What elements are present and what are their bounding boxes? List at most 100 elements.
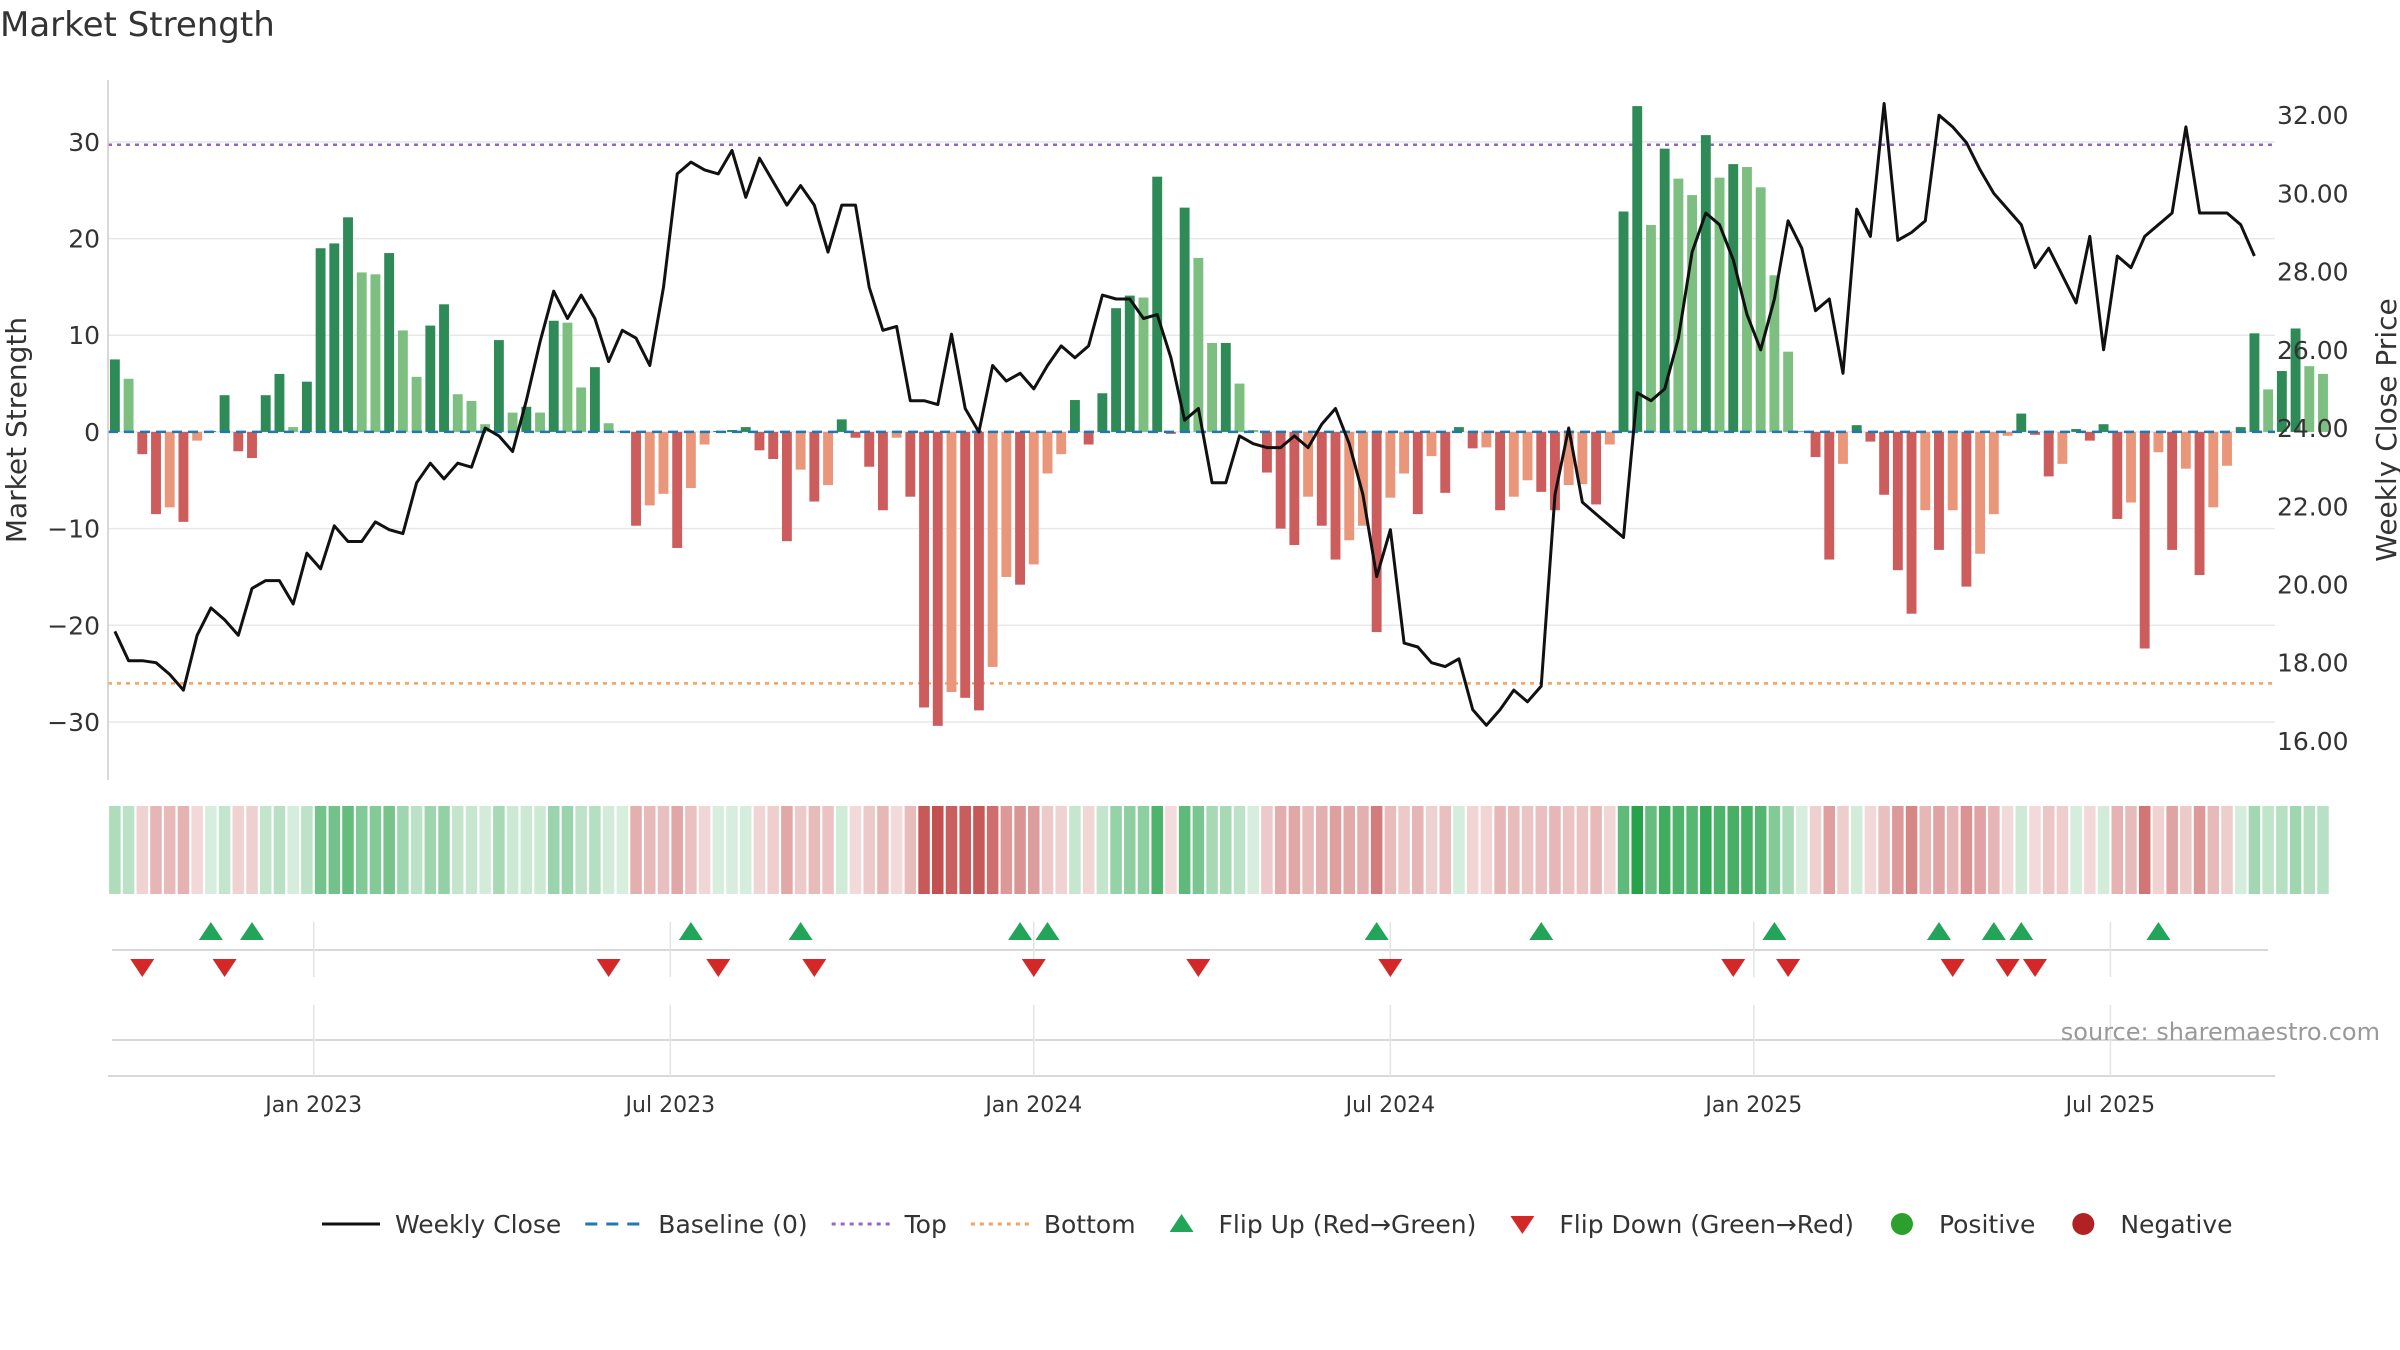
heat-cell — [383, 806, 395, 894]
strength-bar — [1851, 425, 1862, 432]
strength-bar — [1152, 176, 1163, 432]
y2-tick-label: 22.00 — [2277, 492, 2349, 521]
legend-item: Negative — [2072, 1210, 2233, 1239]
heat-cell — [438, 806, 450, 894]
strength-bar — [1536, 431, 1547, 492]
heat-cell — [1631, 806, 1644, 894]
legend-label: Negative — [2120, 1210, 2232, 1239]
heat-cell — [493, 806, 505, 894]
heat-cell — [1178, 806, 1191, 894]
y-tick-label: −10 — [47, 515, 100, 544]
legend-label: Bottom — [1044, 1210, 1136, 1239]
strength-bar — [1508, 431, 1519, 497]
flip-up-marker — [1762, 922, 1787, 940]
strength-bar — [631, 431, 641, 526]
strength-bar — [452, 394, 463, 432]
source-note: source: sharemaestro.com — [2061, 1018, 2380, 1046]
heat-cell — [109, 806, 121, 894]
strength-bar — [439, 304, 449, 432]
strength-bar — [1303, 431, 1314, 497]
heat-cell — [1439, 806, 1451, 894]
strength-bar — [2180, 431, 2191, 469]
strength-bar — [1591, 431, 1602, 505]
heat-cell — [945, 806, 958, 894]
strength-bar — [740, 427, 751, 432]
heat-cell — [1960, 806, 1973, 894]
strength-bar — [1069, 400, 1080, 432]
legend-item: Positive — [1890, 1210, 2035, 1239]
heat-cell — [2125, 806, 2137, 894]
y-tick-label: −30 — [47, 708, 100, 737]
strength-bar — [1838, 431, 1848, 464]
strength-bar — [1865, 431, 1876, 442]
strength-bar — [1604, 431, 1615, 445]
strength-bar — [1975, 431, 1986, 554]
strength-bar — [891, 431, 902, 438]
flip-up-marker — [1529, 922, 1554, 940]
strength-bar — [425, 325, 436, 432]
heat-cell — [150, 806, 162, 894]
heat-cell — [1261, 806, 1273, 894]
heat-cell — [1768, 806, 1781, 894]
strength-bar — [548, 320, 559, 432]
strength-bar — [233, 431, 244, 452]
flip-up-marker — [240, 922, 265, 940]
heat-cell — [602, 806, 615, 894]
strength-bar — [1330, 431, 1341, 560]
heat-cell — [534, 806, 546, 894]
strength-bar — [1015, 431, 1025, 585]
heat-cell — [2262, 806, 2274, 894]
heat-cell — [1754, 806, 1767, 894]
strength-bar — [644, 431, 655, 506]
heat-cell — [259, 806, 272, 894]
strength-bar — [274, 373, 285, 432]
heat-cell — [246, 806, 258, 894]
heat-cell — [767, 806, 779, 894]
heat-cell — [342, 806, 354, 894]
strength-bar — [946, 431, 957, 693]
heat-cell — [2180, 806, 2192, 894]
heat-cell — [1398, 806, 1410, 894]
strength-bar — [2318, 373, 2328, 432]
strength-bar — [1783, 351, 1794, 432]
strength-bar — [1385, 431, 1396, 498]
heat-cell — [232, 806, 245, 894]
strength-bar — [247, 431, 257, 459]
heat-cell — [205, 806, 217, 894]
strength-bar — [1714, 177, 1725, 432]
strength-bar — [1824, 431, 1835, 560]
heat-cell — [794, 806, 807, 894]
strength-bar — [137, 431, 148, 455]
flip-up-marker — [2009, 922, 2034, 940]
strength-bar — [823, 431, 833, 486]
heat-cell — [1302, 806, 1314, 894]
strength-bar — [1769, 275, 1780, 432]
heat-cell — [849, 806, 862, 894]
heat-cell — [1988, 806, 2000, 894]
flip-up-marker — [1926, 922, 1951, 940]
flip-down-marker — [706, 959, 731, 977]
strength-bar — [1755, 187, 1766, 432]
strength-bar — [919, 431, 929, 708]
strength-bar — [1056, 431, 1067, 455]
strength-bar — [151, 431, 161, 515]
heat-cell — [1453, 806, 1465, 894]
heat-cell — [2207, 806, 2220, 894]
strength-bar — [781, 431, 792, 542]
strength-bar — [1426, 431, 1437, 457]
heat-cell — [1508, 806, 1520, 894]
heat-cell — [2166, 806, 2178, 894]
heat-cell — [424, 806, 437, 894]
strength-bar — [329, 243, 340, 432]
heat-cell — [191, 806, 203, 894]
heat-cell — [1946, 806, 1959, 894]
heat-cell — [726, 806, 738, 894]
heat-cell — [1137, 806, 1150, 894]
heat-cell — [1576, 806, 1589, 894]
heat-cell — [2015, 806, 2028, 894]
strength-bar — [315, 248, 326, 432]
x-tick-label: Jul 2025 — [2064, 1093, 2156, 1118]
heat-cell — [273, 806, 286, 894]
strength-bar — [1124, 295, 1135, 432]
reference-lines — [108, 143, 2275, 685]
